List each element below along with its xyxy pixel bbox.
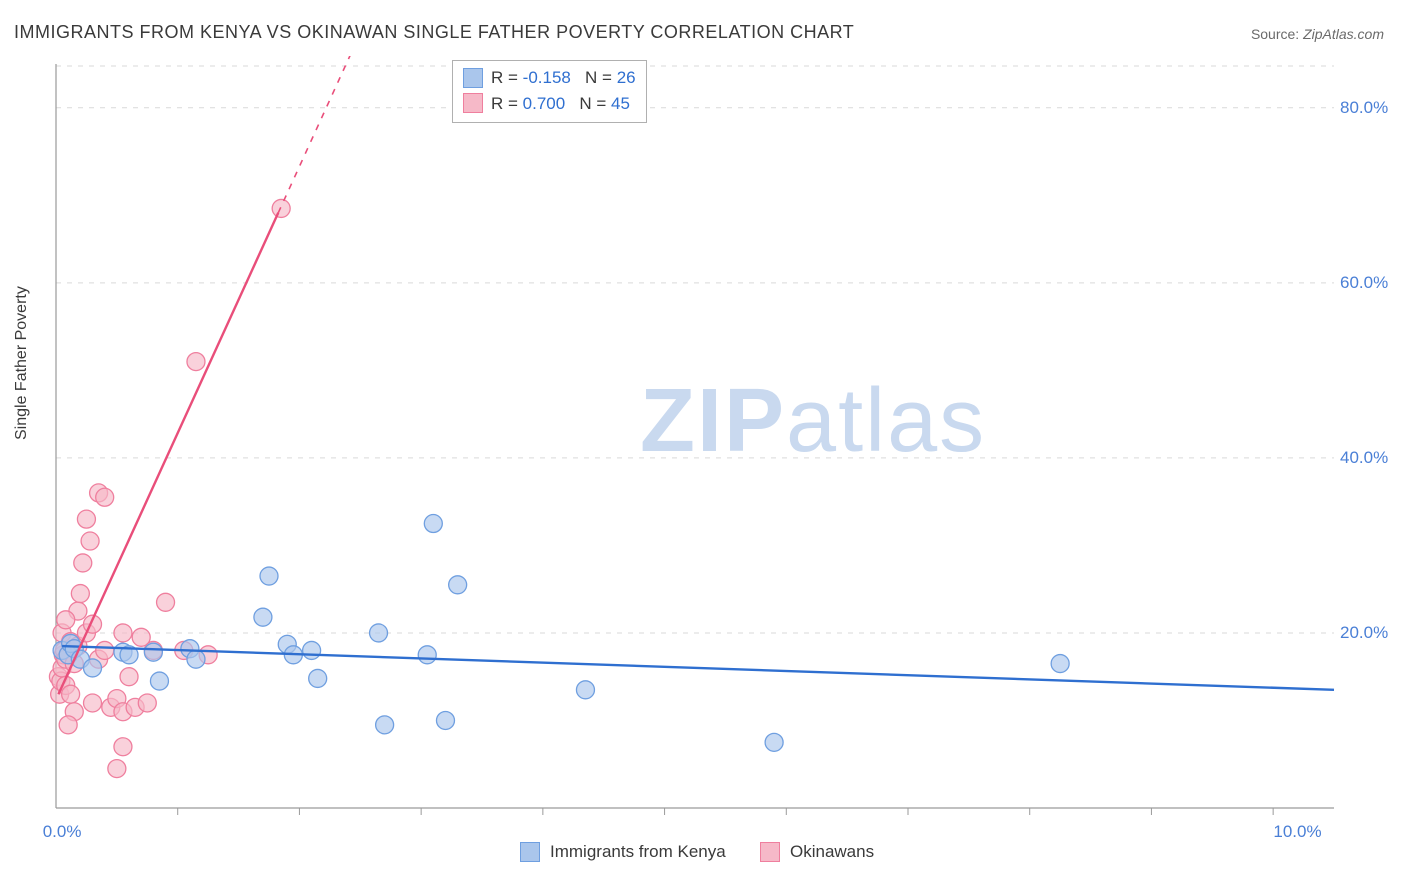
y-tick-label: 60.0%: [1340, 273, 1388, 293]
source-label: Source:: [1251, 26, 1299, 42]
legend-item-okinawans: Okinawans: [760, 842, 874, 862]
x-label-right: 10.0%: [1273, 822, 1321, 842]
series-swatch: [463, 68, 483, 88]
legend-label: Okinawans: [790, 842, 874, 862]
stat-row: R = 0.700 N = 45: [463, 91, 636, 117]
y-tick-label: 80.0%: [1340, 98, 1388, 118]
legend-item-kenya: Immigrants from Kenya: [520, 842, 726, 862]
stat-text: R = 0.700 N = 45: [491, 91, 630, 117]
legend-swatch: [520, 842, 540, 862]
source-value: ZipAtlas.com: [1303, 26, 1384, 42]
plot-area: [48, 56, 1384, 846]
chart-title: IMMIGRANTS FROM KENYA VS OKINAWAN SINGLE…: [14, 22, 854, 43]
series-swatch: [463, 93, 483, 113]
correlation-stats-box: R = -0.158 N = 26R = 0.700 N = 45: [452, 60, 647, 123]
legend-swatch: [760, 842, 780, 862]
y-axis-label: Single Father Poverty: [13, 286, 31, 440]
stat-row: R = -0.158 N = 26: [463, 65, 636, 91]
y-tick-label: 40.0%: [1340, 448, 1388, 468]
legend-label: Immigrants from Kenya: [550, 842, 726, 862]
scatter-plot-svg: [48, 56, 1384, 846]
source-attribution: Source: ZipAtlas.com: [1251, 26, 1384, 42]
stat-text: R = -0.158 N = 26: [491, 65, 636, 91]
x-label-left: 0.0%: [43, 822, 82, 842]
y-tick-label: 20.0%: [1340, 623, 1388, 643]
